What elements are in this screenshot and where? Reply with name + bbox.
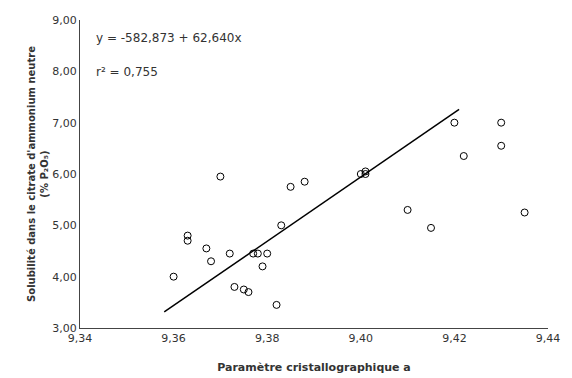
svg-text:Solubilité dans le citrate d'a: Solubilité dans le citrate d'ammonium ne… [26, 46, 50, 302]
svg-text:r² = 0,755: r² = 0,755 [96, 65, 158, 79]
svg-text:3,00: 3,00 [52, 322, 77, 335]
svg-text:9,38: 9,38 [255, 332, 280, 345]
svg-text:9,42: 9,42 [442, 332, 467, 345]
svg-text:9,34: 9,34 [68, 332, 93, 345]
svg-text:9,40: 9,40 [349, 332, 374, 345]
svg-text:9,44: 9,44 [536, 332, 561, 345]
svg-text:4,00: 4,00 [52, 271, 77, 284]
svg-text:6,00: 6,00 [52, 168, 77, 181]
svg-text:7,00: 7,00 [52, 117, 77, 130]
svg-text:y = -582,873 + 62,640x: y = -582,873 + 62,640x [96, 31, 242, 45]
svg-text:5,00: 5,00 [52, 219, 77, 232]
svg-text:Paramètre cristallographique a: Paramètre cristallographique a [217, 361, 411, 374]
svg-text:9,36: 9,36 [161, 332, 186, 345]
svg-text:9,00: 9,00 [52, 14, 77, 27]
svg-text:8,00: 8,00 [52, 65, 77, 78]
